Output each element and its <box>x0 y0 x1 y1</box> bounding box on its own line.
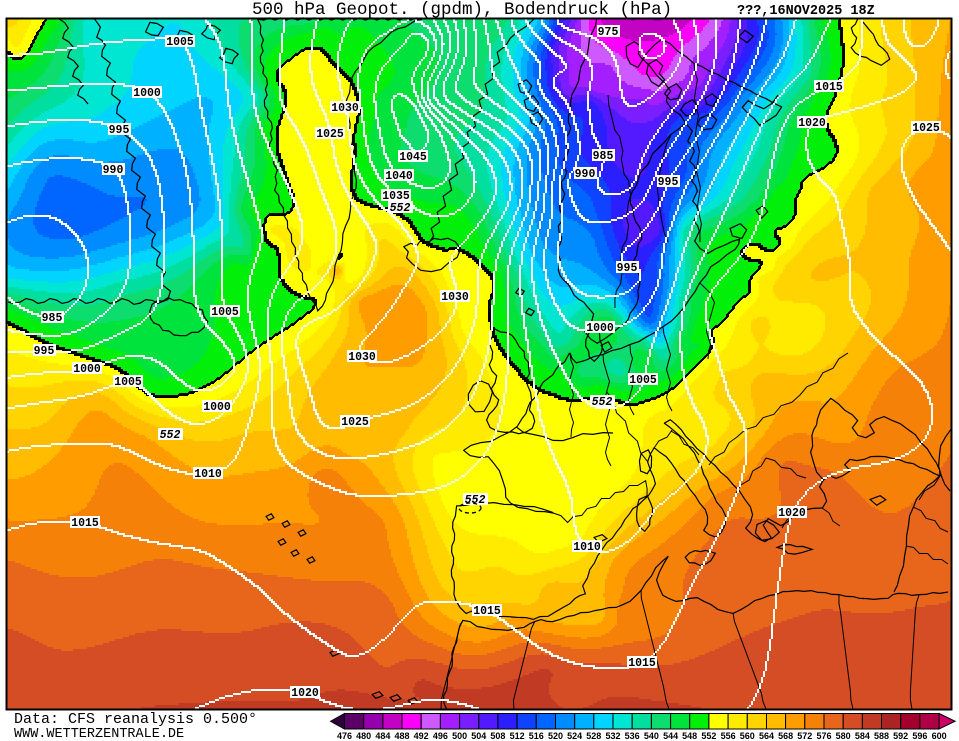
svg-text:552: 552 <box>390 202 411 215</box>
svg-text:512: 512 <box>510 731 525 741</box>
svg-text:504: 504 <box>471 731 486 741</box>
svg-text:1030: 1030 <box>441 291 469 304</box>
svg-text:496: 496 <box>433 731 448 741</box>
svg-text:1020: 1020 <box>778 507 806 520</box>
svg-text:1025: 1025 <box>341 416 369 429</box>
svg-text:1010: 1010 <box>194 468 222 481</box>
svg-text:572: 572 <box>797 731 812 741</box>
svg-text:995: 995 <box>109 124 130 137</box>
svg-text:990: 990 <box>575 168 596 181</box>
svg-text:1025: 1025 <box>912 122 940 135</box>
svg-text:1005: 1005 <box>629 374 657 387</box>
svg-text:476: 476 <box>337 731 352 741</box>
svg-text:556: 556 <box>721 731 736 741</box>
svg-text:1020: 1020 <box>291 687 319 700</box>
svg-text:540: 540 <box>644 731 659 741</box>
svg-text:508: 508 <box>490 731 505 741</box>
svg-text:524: 524 <box>567 731 582 741</box>
svg-text:Data: CFS reanalysis 0.500°: Data: CFS reanalysis 0.500° <box>14 711 257 728</box>
svg-text:536: 536 <box>625 731 640 741</box>
svg-text:1020: 1020 <box>798 117 826 130</box>
svg-text:552: 552 <box>160 429 181 442</box>
svg-text:1015: 1015 <box>473 605 501 618</box>
svg-text:1035: 1035 <box>382 190 410 203</box>
svg-text:1015: 1015 <box>815 81 843 94</box>
svg-text:564: 564 <box>759 731 774 741</box>
svg-text:???,16NOV2025 18Z: ???,16NOV2025 18Z <box>737 4 875 19</box>
svg-text:568: 568 <box>778 731 793 741</box>
svg-text:1040: 1040 <box>385 170 413 183</box>
svg-text:1015: 1015 <box>71 517 99 530</box>
svg-text:1025: 1025 <box>316 128 344 141</box>
svg-text:500 hPa Geopot. (gpdm), Bodend: 500 hPa Geopot. (gpdm), Bodendruck (hPa) <box>252 0 672 20</box>
svg-text:990: 990 <box>103 164 124 177</box>
svg-text:975: 975 <box>598 26 619 39</box>
svg-text:WWW.WETTERZENTRALE.DE: WWW.WETTERZENTRALE.DE <box>14 727 184 741</box>
svg-text:1010: 1010 <box>573 541 601 554</box>
svg-text:532: 532 <box>605 731 620 741</box>
svg-text:560: 560 <box>740 731 755 741</box>
svg-text:1015: 1015 <box>628 657 656 670</box>
svg-text:1005: 1005 <box>166 36 194 49</box>
svg-text:516: 516 <box>529 731 544 741</box>
svg-text:1030: 1030 <box>331 102 359 115</box>
svg-text:580: 580 <box>836 731 851 741</box>
svg-text:1000: 1000 <box>73 363 101 376</box>
svg-text:552: 552 <box>465 494 486 507</box>
svg-text:600: 600 <box>932 731 947 741</box>
svg-text:596: 596 <box>912 731 927 741</box>
svg-text:1005: 1005 <box>114 376 142 389</box>
svg-text:584: 584 <box>855 731 870 741</box>
svg-text:500: 500 <box>452 731 467 741</box>
svg-text:552: 552 <box>592 396 613 409</box>
svg-text:1030: 1030 <box>348 351 376 364</box>
svg-text:985: 985 <box>593 150 614 163</box>
svg-text:520: 520 <box>548 731 563 741</box>
svg-text:488: 488 <box>394 731 409 741</box>
svg-text:576: 576 <box>816 731 831 741</box>
svg-text:548: 548 <box>682 731 697 741</box>
svg-text:985: 985 <box>42 312 63 325</box>
svg-text:592: 592 <box>893 731 908 741</box>
svg-text:484: 484 <box>375 731 390 741</box>
svg-text:552: 552 <box>701 731 716 741</box>
svg-text:995: 995 <box>34 345 55 358</box>
svg-text:995: 995 <box>617 262 638 275</box>
svg-text:1045: 1045 <box>399 151 427 164</box>
svg-text:480: 480 <box>356 731 371 741</box>
svg-text:1000: 1000 <box>586 322 614 335</box>
svg-text:1000: 1000 <box>203 401 231 414</box>
svg-text:588: 588 <box>874 731 889 741</box>
svg-text:995: 995 <box>658 176 679 189</box>
svg-text:544: 544 <box>663 731 678 741</box>
svg-text:1000: 1000 <box>133 87 161 100</box>
svg-text:1005: 1005 <box>211 306 239 319</box>
svg-text:528: 528 <box>586 731 601 741</box>
svg-text:492: 492 <box>414 731 429 741</box>
